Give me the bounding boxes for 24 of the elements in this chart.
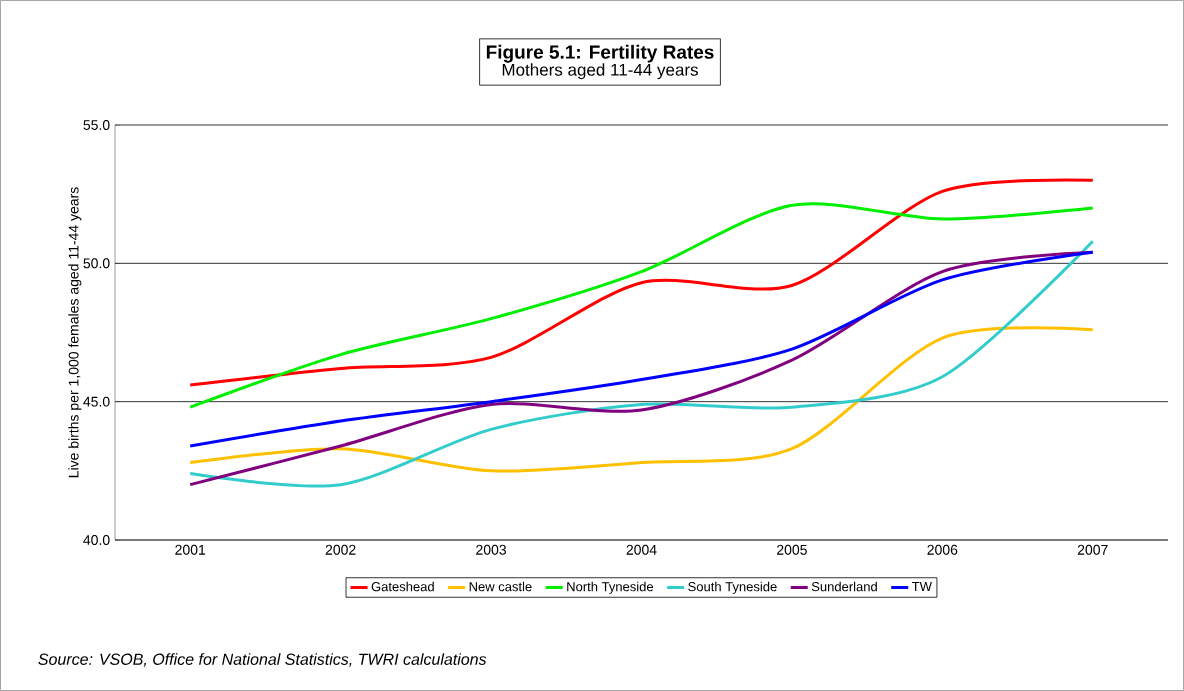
line-series: [188, 178, 1095, 387]
x-tick-label: 2005: [777, 544, 807, 555]
x-tick-label: 2002: [325, 544, 356, 555]
x-tick-label: 2003: [476, 544, 507, 555]
y-tick-label: 40.0: [83, 535, 110, 545]
source-note: Source: VSOB, Office for National Statistics, TWRI calculations: [38, 653, 487, 667]
y-axis-title: Live births per 1,000 females aged 11-44 years: [68, 187, 82, 478]
chart-subtitle: Mothers aged 11-44 years: [502, 63, 698, 80]
line-series: [188, 202, 1095, 409]
legend-label: Gateshead: [371, 581, 434, 592]
x-tick-label: 2006: [927, 544, 958, 555]
y-tick-label: 55.0: [83, 120, 110, 130]
x-tick-label: 2001: [175, 544, 206, 555]
legend-label: Sunderland: [811, 581, 877, 592]
x-tick-label: 2007: [1077, 544, 1108, 555]
legend-label: TW: [912, 581, 932, 591]
y-tick-label: 50.0: [83, 258, 110, 269]
legend-label: North Tyneside: [567, 581, 654, 594]
y-tick-label: 45.0: [83, 396, 110, 407]
chart-title: Figure 5.1: Fertility Rates: [486, 44, 714, 63]
x-tick-label: 2004: [626, 544, 657, 555]
legend-label: New castle: [469, 581, 532, 592]
line-series: [188, 250, 1095, 448]
legend-label: South Tyneside: [688, 581, 777, 594]
